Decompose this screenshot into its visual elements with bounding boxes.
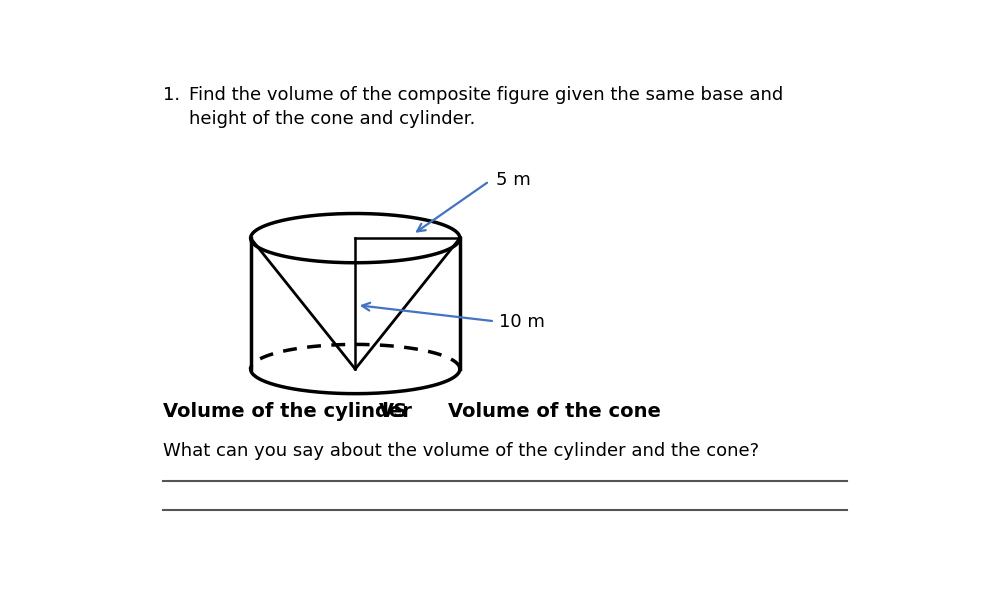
- Text: height of the cone and cylinder.: height of the cone and cylinder.: [189, 110, 475, 127]
- Text: What can you say about the volume of the cylinder and the cone?: What can you say about the volume of the…: [163, 442, 759, 460]
- Text: Find the volume of the composite figure given the same base and: Find the volume of the composite figure …: [189, 86, 783, 104]
- Text: 10 m: 10 m: [499, 313, 544, 331]
- Text: VS: VS: [378, 402, 408, 421]
- Text: Volume of the cylinder: Volume of the cylinder: [163, 402, 411, 421]
- Text: Volume of the cone: Volume of the cone: [448, 402, 661, 421]
- Text: 1.: 1.: [163, 86, 180, 104]
- Text: 5 m: 5 m: [496, 171, 530, 189]
